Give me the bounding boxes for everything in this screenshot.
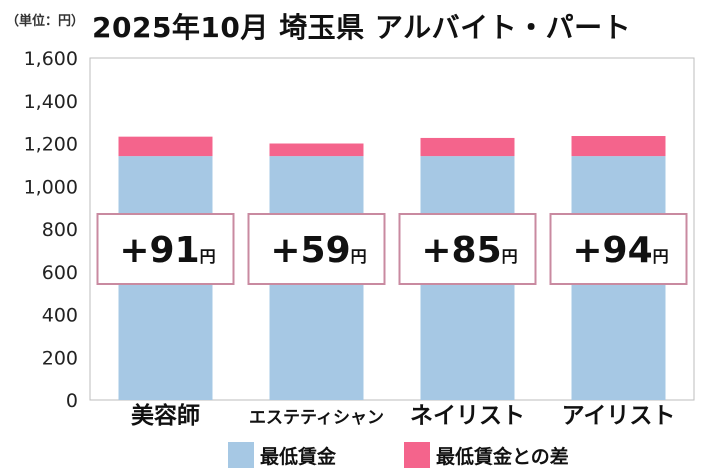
y-tick-label: 200	[42, 347, 78, 369]
chart-title: 2025年10月 埼玉県 アルバイト・パート	[92, 11, 632, 44]
y-tick-label: 600	[42, 262, 78, 284]
bar-wage-difference	[118, 136, 213, 157]
bar-wage-difference	[269, 143, 364, 157]
x-category-label: ネイリスト	[410, 403, 525, 429]
y-tick-label: 0	[66, 390, 78, 412]
y-tick-label: 1,200	[24, 134, 78, 156]
bar-wage-difference	[420, 137, 515, 157]
bar-wage-difference	[571, 136, 666, 157]
y-tick-label: 1,000	[24, 176, 78, 198]
difference-callout-box	[549, 213, 688, 285]
y-tick-label: 1,400	[24, 91, 78, 113]
difference-callout-box	[96, 213, 235, 285]
y-tick-label: 400	[42, 305, 78, 327]
unit-label: （単位：円）	[6, 14, 85, 29]
legend-swatch-minimum-wage	[228, 442, 254, 468]
x-category-label: 美容師	[131, 402, 200, 429]
y-tick-label: 1,600	[24, 48, 78, 70]
legend-swatch-wage-difference	[404, 442, 430, 468]
legend-label: 最低賃金	[260, 445, 337, 468]
difference-data-label: +91円	[119, 230, 215, 271]
difference-callout-box	[398, 213, 537, 285]
difference-data-label: +85円	[421, 230, 517, 271]
difference-data-label: +94円	[572, 230, 668, 271]
difference-data-label: +59円	[270, 230, 366, 271]
x-category-label: エステティシャン	[249, 408, 384, 428]
x-category-label: アイリスト	[562, 403, 676, 429]
difference-callout-box	[247, 213, 386, 285]
y-tick-label: 800	[42, 219, 78, 241]
legend-label: 最低賃金との差	[436, 445, 569, 468]
